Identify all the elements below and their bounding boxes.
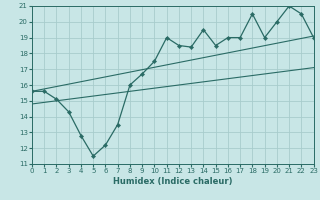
X-axis label: Humidex (Indice chaleur): Humidex (Indice chaleur) bbox=[113, 177, 233, 186]
